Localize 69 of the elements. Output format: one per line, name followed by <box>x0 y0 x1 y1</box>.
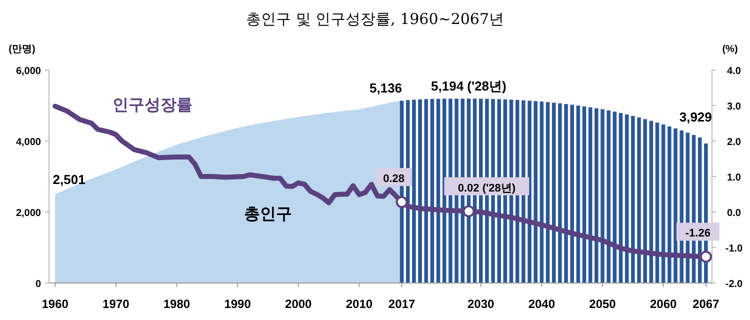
y-tick-label: 4,000 <box>16 137 42 148</box>
y2-tick-label: 3.0 <box>727 102 742 112</box>
y2-tick-label: -1.0 <box>725 244 744 254</box>
y2-axis-title: (%) <box>722 44 738 55</box>
y-tick-label: 6,000 <box>16 66 42 77</box>
bar <box>424 99 428 283</box>
bar <box>649 120 654 283</box>
bar <box>643 119 647 283</box>
bar <box>655 122 660 283</box>
bar <box>631 116 635 283</box>
bar <box>442 98 446 283</box>
bar <box>558 103 562 283</box>
y-axis-title: (만명) <box>8 44 36 55</box>
bar <box>606 110 610 283</box>
bar <box>674 128 678 283</box>
bar <box>540 102 544 283</box>
data-label: 2,501 <box>52 172 86 188</box>
bar <box>546 102 550 283</box>
bar <box>412 100 416 283</box>
x-tick-label: 2060 <box>650 297 678 311</box>
bar <box>594 108 598 283</box>
bar <box>570 104 574 283</box>
point <box>700 250 712 263</box>
x-tick-label: 2040 <box>528 297 556 311</box>
y2-tick-label: 4.0 <box>727 66 742 77</box>
bar <box>668 126 672 283</box>
x-tick-label: 2017 <box>388 297 416 311</box>
bar <box>436 98 440 283</box>
data-label: 0.28 <box>383 173 404 186</box>
x-tick-label: 1990 <box>224 297 252 311</box>
bar <box>588 107 592 283</box>
x-tick-label: 1980 <box>163 297 190 311</box>
chart-title: 총인구 및 인구성장률, 1960~2067년 <box>246 10 504 28</box>
bar <box>618 113 623 283</box>
bar <box>600 109 604 283</box>
data-label: 5,194 ('28년) <box>431 78 506 94</box>
y2-tick-label: 2.0 <box>727 137 742 148</box>
point <box>462 205 475 218</box>
data-label: 5,136 <box>370 80 402 96</box>
x-tick-label: 2050 <box>589 297 616 311</box>
x-tick-label: 2030 <box>468 297 495 311</box>
bar <box>576 106 580 283</box>
y2-tick-label: -2.0 <box>725 279 744 290</box>
bar <box>552 102 556 283</box>
x-tick-label: 2067 <box>692 297 720 311</box>
data-label: 3,929 <box>679 110 712 125</box>
series-label: 총인구 <box>244 206 292 224</box>
bar <box>534 101 538 283</box>
point <box>396 196 408 208</box>
x-tick-label: 1970 <box>102 297 130 311</box>
bar <box>661 124 666 283</box>
data-label: 0.02 ('28년) <box>458 182 516 194</box>
bar <box>624 114 629 283</box>
y-tick-label: 2,000 <box>16 208 42 219</box>
bar <box>418 99 422 283</box>
bar <box>637 118 641 283</box>
y-tick-label: 0 <box>35 279 42 290</box>
bar <box>582 106 586 283</box>
bar <box>430 98 434 283</box>
bar <box>612 112 617 283</box>
series-label: 인구성장률 <box>112 97 192 114</box>
x-tick-label: 1960 <box>42 297 69 311</box>
bar <box>564 104 568 283</box>
y2-tick-label: 1.0 <box>727 172 742 184</box>
x-tick-label: 2000 <box>285 297 312 311</box>
x-tick-label: 2010 <box>346 297 373 311</box>
bar <box>528 100 532 283</box>
data-label: -1.26 <box>685 228 710 240</box>
y2-tick-label: 0.0 <box>727 208 742 219</box>
